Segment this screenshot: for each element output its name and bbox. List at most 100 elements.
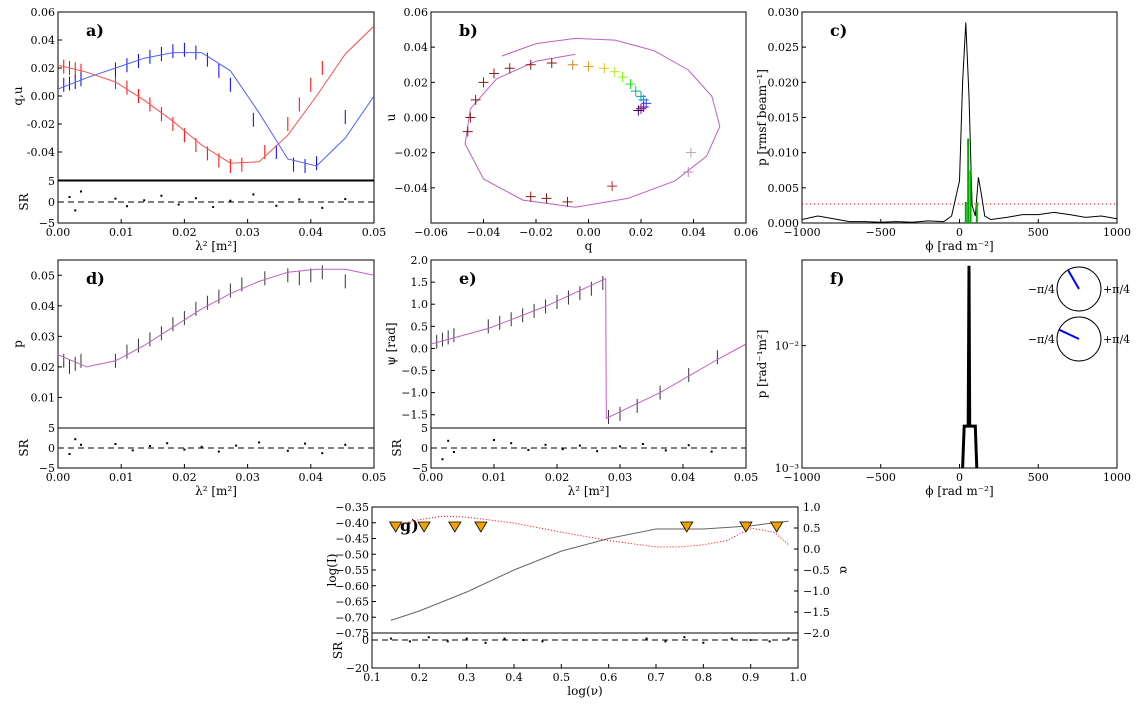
residual-point [298,198,301,201]
x-tick-label: 500 [1028,471,1049,484]
residual-point [683,636,686,639]
x-axis-label: ϕ [rad m⁻²] [925,484,993,498]
residual-point [229,199,232,202]
residual-point [465,637,468,640]
y-axis-label: log(I) [325,554,339,587]
y-tick-label: 0.000 [768,217,800,230]
residual-point [68,453,71,455]
residual-point [447,439,450,442]
series-line [58,268,374,368]
y-tick-label: 0.015 [768,112,800,125]
y-tick-label: 0.06 [404,6,429,19]
data-point [609,66,620,77]
data-point [470,94,481,105]
data-point [683,167,694,178]
residual-frame [371,632,799,669]
plot-frame-g [371,506,799,634]
x-tick-label: −0.02 [519,226,553,239]
y-tick-label: 0.00 [31,90,56,103]
x-tick-label: 0.02 [172,226,197,239]
residual-point [730,637,733,640]
x-tick-label: 0.04 [681,226,706,239]
residual-point [446,640,449,643]
residual-point [125,205,128,208]
y-tick-label: 0.03 [31,330,56,343]
chart-d: 0.00 0.01 0.02 0.03 0.04 0.05 0.05 0.04 0.03 0.02… [11,259,386,498]
y-tick-label: 0.06 [31,6,56,19]
x-tick-label: 0.01 [482,471,507,484]
y-axis-label: p [rad⁻¹m²] [755,330,769,399]
series-line [390,515,789,548]
residual-frame [57,180,375,224]
residual-tick-label: 0 [362,634,369,647]
residual-point [787,637,790,640]
y-tick-label: 0.0 [411,342,429,355]
residual-point [177,203,180,206]
x-tick-label: 0.6 [600,671,618,684]
panel-label: g) [400,516,419,535]
data-point [617,72,628,83]
y-tick-label: 10⁻² [775,340,799,353]
residual-frame [430,427,747,469]
data-point [567,59,578,70]
y-right-tick-label: 1.0 [803,501,821,514]
data-point [562,196,573,207]
y-tick-label: 0.02 [404,76,429,89]
x-tick-label: 0 [956,226,963,239]
residual-point [749,639,752,641]
plot-frame-a [57,11,375,181]
residual-tick-label: 0 [48,442,55,455]
x-tick-label: 0.04 [299,226,324,239]
angle-label-right: +π/4 [1103,333,1130,346]
x-tick-label: 0.00 [46,226,71,239]
series-FDF [802,22,1117,223]
residual-panel-a: 5 0 −5 SR [17,175,375,230]
y-tick-label: 0.00 [404,112,429,125]
series-q-data [63,59,323,173]
triangle-marker [474,521,488,533]
y-tick-label: 0.030 [768,6,800,19]
y-tick-label: −0.55 [335,564,369,577]
residual-point [160,194,163,197]
residual-point [522,639,525,641]
y-tick-label: 0.04 [404,41,429,54]
triangle-marker [680,521,694,533]
y-tick-label: −0.60 [335,580,369,593]
residual-point [194,197,197,200]
x-tick-label: 0.06 [734,226,759,239]
data-point [599,63,610,74]
panel-label: d) [86,269,105,288]
y-tick-label: 0.04 [31,34,56,47]
y-axis-label: ψ [rad] [384,322,398,365]
y-tick-label: −0.75 [335,627,369,640]
x-tick-label: 0.03 [235,471,260,484]
y-tick-label: 0.005 [768,182,800,195]
series-line [802,22,1117,223]
angle-indicator [1067,269,1080,290]
residual-point [217,450,220,453]
x-tick-label: 0.02 [545,471,570,484]
y-axis-label: q,u [11,86,25,105]
chart-g: 0.1 0.2 0.3 0.4 0.5 0.6 0.7 0.8 0.9 1.0 −0.35 −0.40… [325,501,851,698]
angle-indicator [1058,328,1080,340]
y-tick-label: −0.50 [335,548,369,561]
y-tick-label: −0.35 [335,501,369,514]
residual-point [527,449,530,451]
y-tick-label: 1.5 [411,276,429,289]
y-right-tick-label: −1.0 [803,585,830,598]
x-axis-label: log(ν) [567,684,602,698]
inset-circle: −π/4 +π/4 [1028,266,1130,312]
series-line [390,520,789,621]
inset-circle: −π/4 +π/4 [1028,316,1130,362]
x-tick-label: 0.04 [671,471,696,484]
triangle-marker [448,521,462,533]
series-line [431,277,746,420]
residual-point [275,204,278,207]
y-axis-label: u [384,113,398,121]
y-tick-label: -0.04 [27,146,55,159]
x-tick-label: 1000 [1103,471,1131,484]
x-tick-label: 0.5 [553,671,571,684]
residual-point [389,637,392,640]
x-tick-label: 0.8 [695,671,713,684]
residual-point [578,444,581,447]
